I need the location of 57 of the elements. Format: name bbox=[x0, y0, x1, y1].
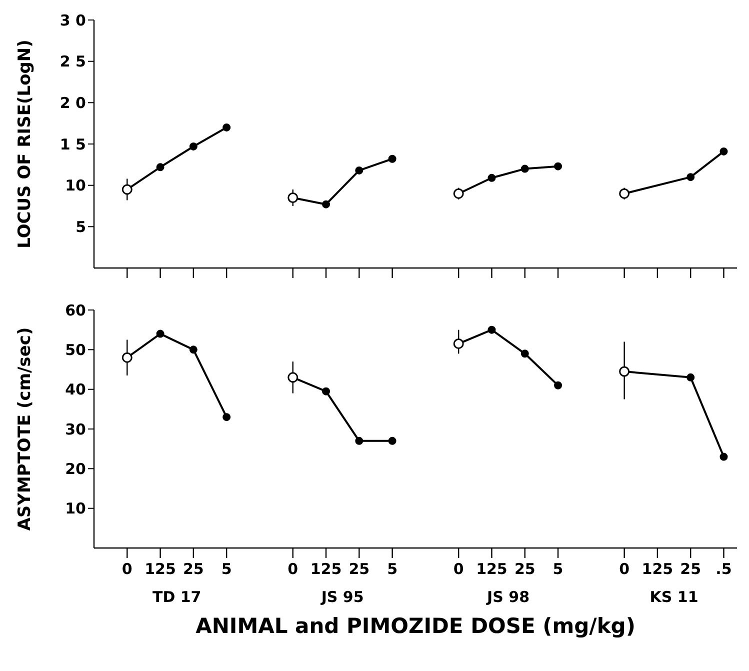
point bbox=[322, 387, 330, 396]
x-tick-label: 0 bbox=[619, 560, 630, 578]
point bbox=[520, 164, 529, 173]
x-tick-label: 25 bbox=[182, 560, 204, 578]
x-axis-title: ANIMAL and PIMOZIDE DOSE (mg/kg) bbox=[194, 614, 636, 638]
point bbox=[720, 452, 728, 461]
y-tick-label: 10 bbox=[65, 176, 86, 195]
y-tick-label: 40 bbox=[65, 380, 86, 399]
point bbox=[488, 326, 496, 334]
point bbox=[222, 413, 231, 422]
x-tick-label: 25 bbox=[680, 560, 702, 578]
text: KS 11 bbox=[648, 588, 700, 606]
point bbox=[520, 350, 529, 358]
y-tick-label: 50 bbox=[65, 340, 86, 359]
y-tick-label: 1 5 bbox=[60, 135, 86, 154]
x-tick-label: 125 bbox=[476, 560, 508, 578]
x-tick-label: .5 bbox=[716, 560, 732, 578]
x-tick-label: 125 bbox=[144, 560, 176, 578]
point bbox=[488, 174, 496, 182]
point bbox=[388, 436, 396, 445]
y-tick-label: 5 bbox=[76, 218, 86, 236]
point bbox=[686, 373, 695, 382]
y-tick-label: 30 bbox=[65, 420, 86, 438]
y-axis-title: LOCUS OF RISE(LogN) bbox=[15, 40, 36, 248]
x-tick-label: 25 bbox=[348, 560, 370, 578]
text: JS 98 bbox=[485, 588, 531, 606]
x-tick-label: 0 bbox=[453, 560, 464, 578]
point bbox=[222, 123, 231, 132]
x-tick-label: 125 bbox=[642, 560, 674, 578]
x-tick-label: 5 bbox=[387, 560, 398, 578]
x-tick-label: 125 bbox=[310, 560, 342, 578]
point bbox=[554, 381, 562, 390]
point bbox=[189, 142, 198, 150]
y-axis-title: ASYMPTOTE (cm/sec) bbox=[15, 327, 36, 531]
point bbox=[156, 330, 164, 338]
point bbox=[554, 162, 562, 170]
point bbox=[189, 346, 198, 354]
x-tick-label: 5 bbox=[552, 560, 564, 578]
y-tick-label: 10 bbox=[65, 500, 86, 518]
text: JS 95 bbox=[320, 588, 365, 606]
x-tick-label: 25 bbox=[514, 560, 536, 578]
point bbox=[686, 173, 695, 182]
y-tick-label: 20 bbox=[65, 460, 86, 478]
y-tick-label: 60 bbox=[65, 301, 86, 320]
point bbox=[156, 163, 164, 172]
x-tick-label: 0 bbox=[122, 560, 132, 578]
y-tick-label: 2 5 bbox=[60, 52, 86, 71]
point bbox=[355, 436, 364, 445]
point bbox=[322, 200, 330, 208]
point bbox=[388, 154, 396, 163]
x-tick-label: 5 bbox=[221, 560, 232, 578]
y-tick-label: 2 0 bbox=[60, 94, 86, 112]
y-tick-label: 3 0 bbox=[60, 11, 86, 30]
point bbox=[720, 147, 728, 156]
x-tick-label: 0 bbox=[288, 560, 298, 578]
text: TD 17 bbox=[151, 588, 202, 606]
point bbox=[355, 166, 364, 174]
